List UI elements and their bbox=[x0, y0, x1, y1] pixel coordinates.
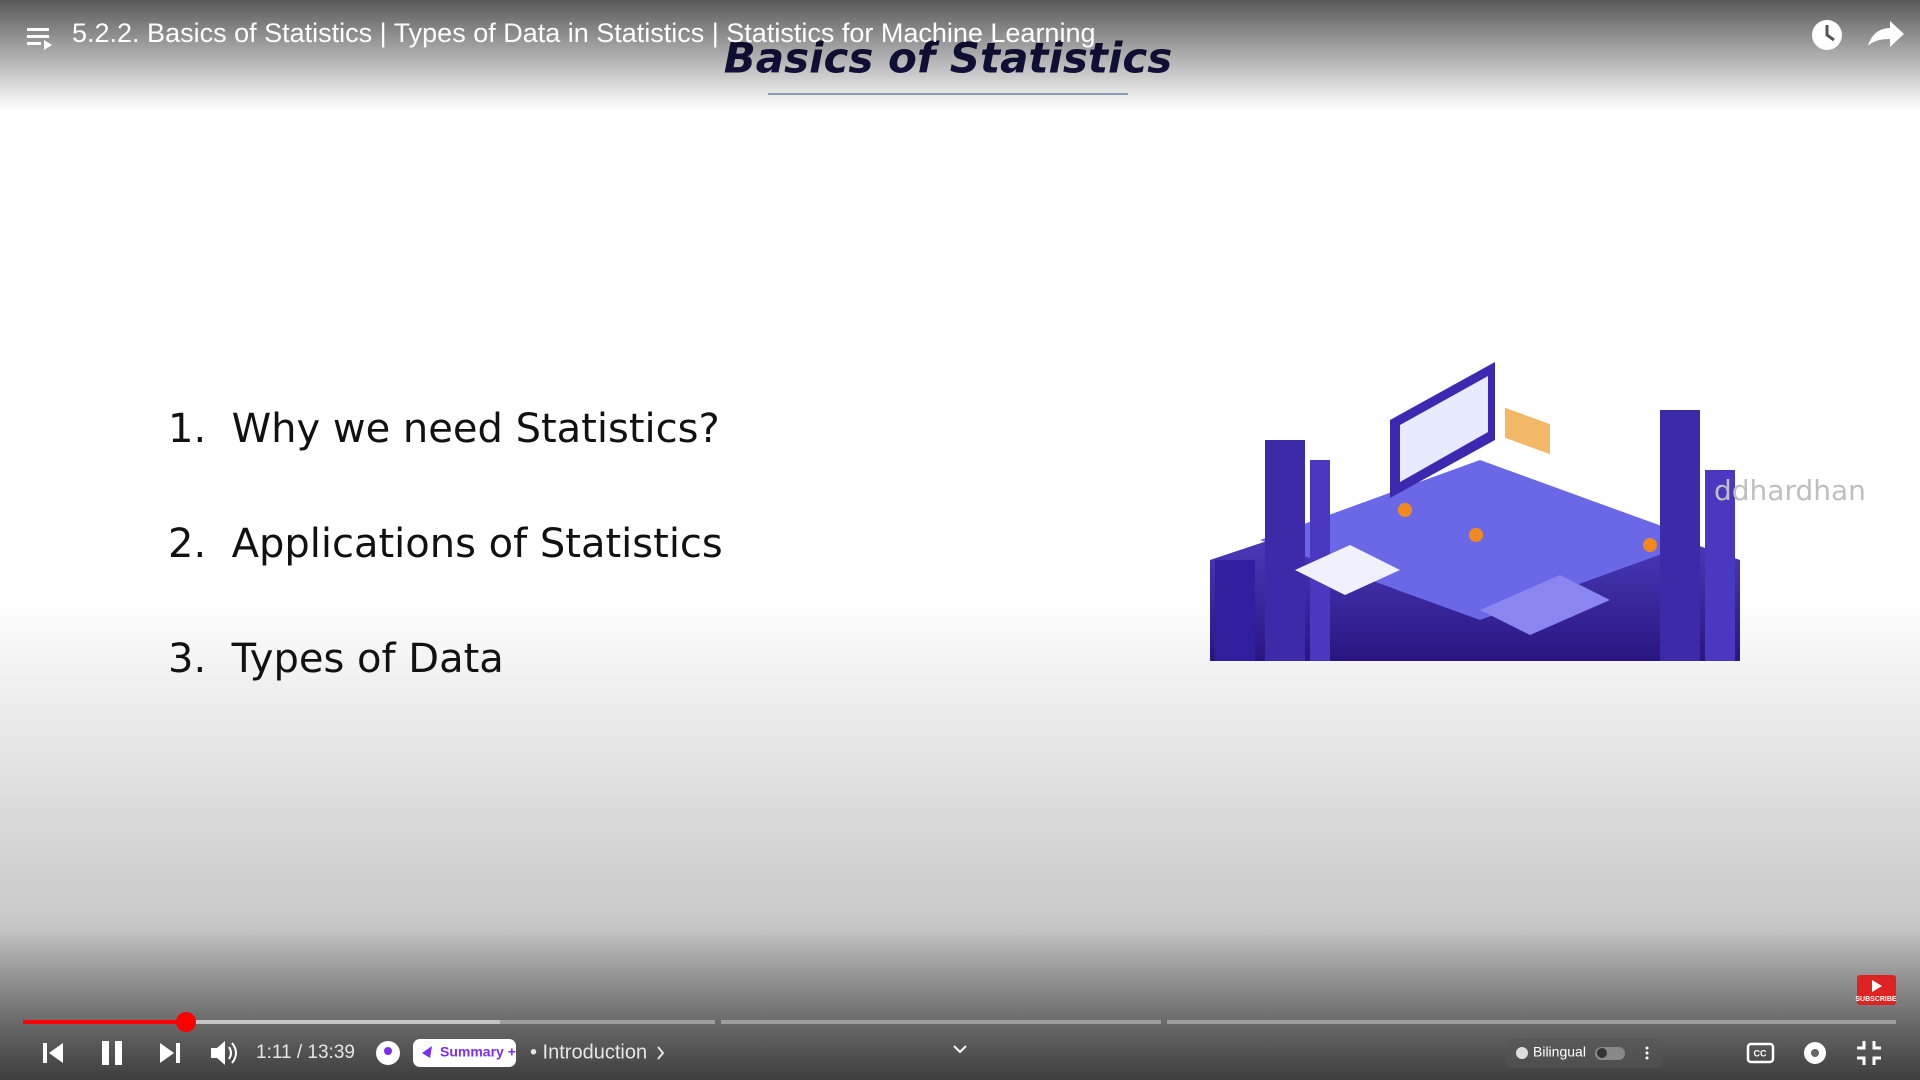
chapter-label: • Introduction bbox=[530, 1041, 647, 1063]
watch-later-icon[interactable] bbox=[1812, 20, 1842, 50]
playlist-icon[interactable] bbox=[27, 28, 52, 50]
isometric-illustration bbox=[1210, 362, 1740, 661]
svg-text:CC: CC bbox=[1754, 1048, 1767, 1058]
captions-button[interactable]: CC bbox=[1746, 1042, 1775, 1064]
volume-button[interactable] bbox=[211, 1041, 237, 1065]
subscribe-badge[interactable]: SUBSCRIBE bbox=[1855, 975, 1897, 1005]
slide-item: 2. Applications of Statistics bbox=[168, 521, 723, 567]
pause-button[interactable] bbox=[102, 1041, 122, 1065]
watermark: ddhardhan bbox=[1714, 474, 1866, 507]
chapter-button[interactable]: • Introduction bbox=[530, 1041, 665, 1063]
time-display: 1:11 / 13:39 bbox=[256, 1042, 355, 1063]
video-title[interactable]: 5.2.2. Basics of Statistics | Types of D… bbox=[72, 18, 1095, 48]
bilingual-label: Bilingual bbox=[1533, 1044, 1586, 1060]
next-button[interactable] bbox=[160, 1043, 180, 1063]
summary-label: Summary + bbox=[440, 1044, 516, 1060]
previous-button[interactable] bbox=[43, 1043, 63, 1063]
progress-bar[interactable] bbox=[23, 1012, 1896, 1032]
summary-button[interactable]: Summary + bbox=[413, 1039, 516, 1067]
bilingual-toggle[interactable]: Bilingual bbox=[1506, 1038, 1663, 1068]
settings-button[interactable] bbox=[1804, 1042, 1826, 1064]
exit-fullscreen-button[interactable] bbox=[1857, 1041, 1881, 1065]
slide-item: 1. Why we need Statistics? bbox=[168, 406, 720, 452]
share-icon[interactable] bbox=[1868, 21, 1904, 47]
slide-item: 3. Types of Data bbox=[168, 636, 504, 682]
top-shade bbox=[0, 0, 1920, 110]
location-icon[interactable] bbox=[376, 1041, 400, 1065]
subscribe-label: SUBSCRIBE bbox=[1855, 996, 1897, 1003]
expand-chevron[interactable] bbox=[953, 1045, 967, 1054]
